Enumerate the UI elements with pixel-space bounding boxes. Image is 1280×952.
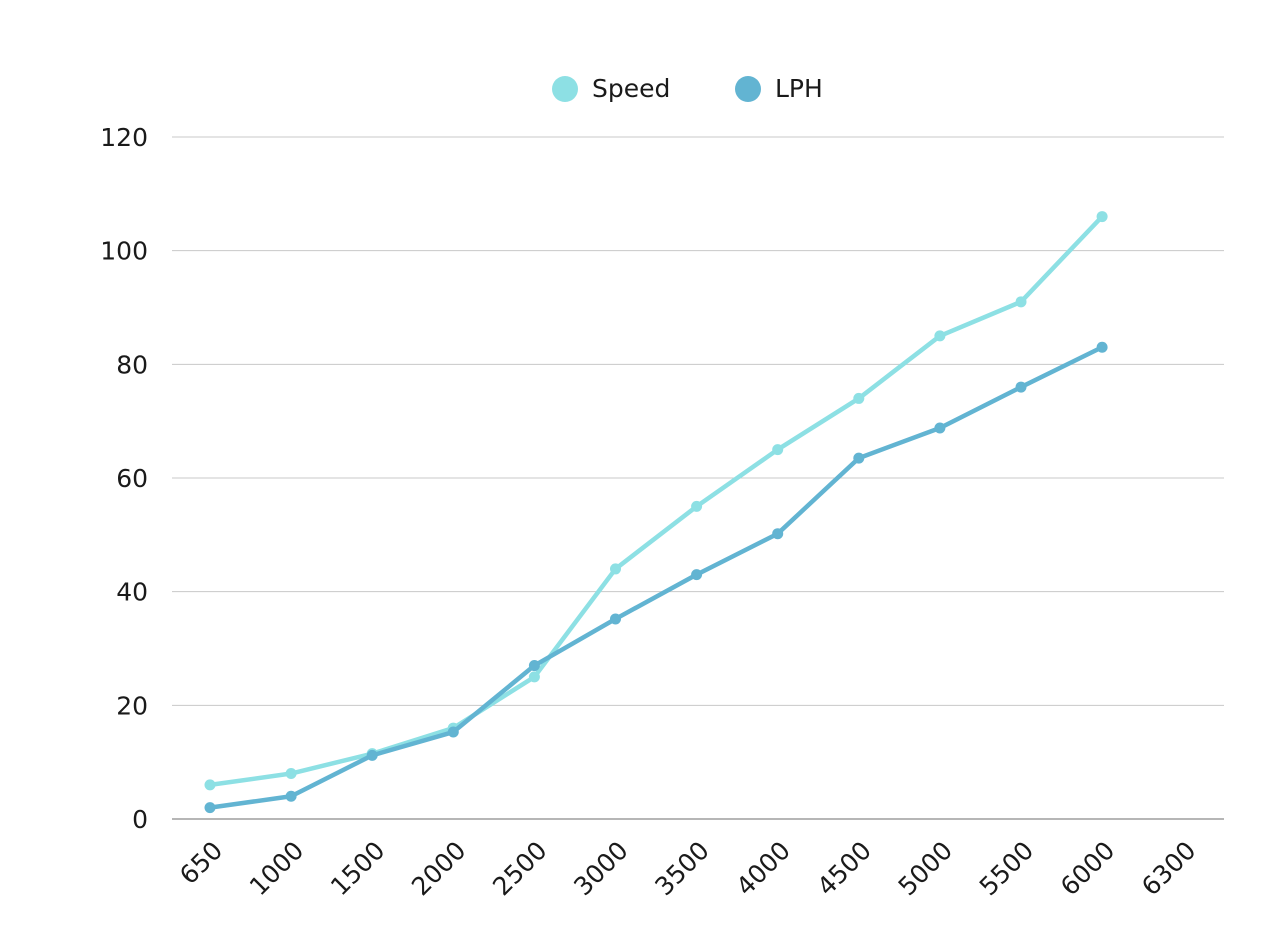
data-point-lph [1015, 381, 1027, 393]
legend-swatch [735, 76, 761, 102]
x-tick-label: 4000 [730, 836, 795, 901]
x-axis: 650 1000 1500 2000 2500 3000 3500 4000 4500 5000 5… [172, 818, 1224, 901]
data-point-lph [934, 422, 946, 434]
data-point-speed [610, 563, 621, 575]
x-tick-label: 5000 [893, 836, 958, 901]
data-point-speed [853, 392, 865, 404]
x-tick-label: 6000 [1055, 836, 1120, 901]
data-point-speed [772, 444, 784, 456]
data-point-lph [610, 613, 621, 625]
y-tick-label: 20 [116, 691, 148, 720]
x-tick-label: 6300 [1136, 836, 1201, 901]
grid-lines [172, 136, 1224, 706]
data-point-speed [285, 768, 297, 780]
y-tick-label: 40 [116, 578, 148, 607]
data-point-speed [1096, 211, 1108, 223]
data-point-speed [528, 671, 540, 683]
data-point-lph [204, 802, 216, 814]
data-point-lph [528, 660, 540, 672]
legend-label: LPH [775, 74, 823, 103]
x-tick-label: 2500 [487, 836, 552, 901]
data-point-speed [204, 779, 216, 791]
data-point-speed [691, 500, 703, 512]
data-point-lph [1096, 341, 1108, 353]
x-tick-label: 1500 [325, 836, 390, 901]
data-point-lph [285, 790, 297, 802]
series-line-speed [207, 214, 1105, 788]
y-tick-label: 60 [116, 464, 148, 493]
x-tick-label: 1000 [244, 836, 309, 901]
x-tick-label: 3000 [568, 836, 633, 901]
data-point-lph [447, 726, 459, 738]
legend-label: Speed [592, 74, 670, 103]
legend-swatch [552, 76, 578, 102]
x-tick-label: 3500 [649, 836, 714, 901]
x-tick-label: 4500 [812, 836, 877, 901]
x-tick-label: 5500 [974, 836, 1039, 901]
y-tick-label: 100 [100, 237, 148, 266]
data-point-speed [934, 330, 946, 342]
y-axis: 0 20 40 60 80 100 120 [100, 123, 148, 834]
y-tick-label: 0 [132, 805, 148, 834]
series-line-lph [207, 345, 1105, 810]
data-point-speed [1015, 296, 1027, 308]
y-tick-label: 120 [100, 123, 148, 152]
series-layer [204, 211, 1108, 814]
x-tick-label: 650 [174, 836, 228, 890]
y-tick-label: 80 [116, 350, 148, 379]
data-point-lph [853, 452, 865, 464]
legend: Speed LPH [552, 74, 823, 103]
data-point-lph [366, 749, 378, 761]
data-point-lph [691, 569, 703, 581]
x-tick-label: 2000 [406, 836, 471, 901]
data-point-lph [772, 528, 784, 540]
